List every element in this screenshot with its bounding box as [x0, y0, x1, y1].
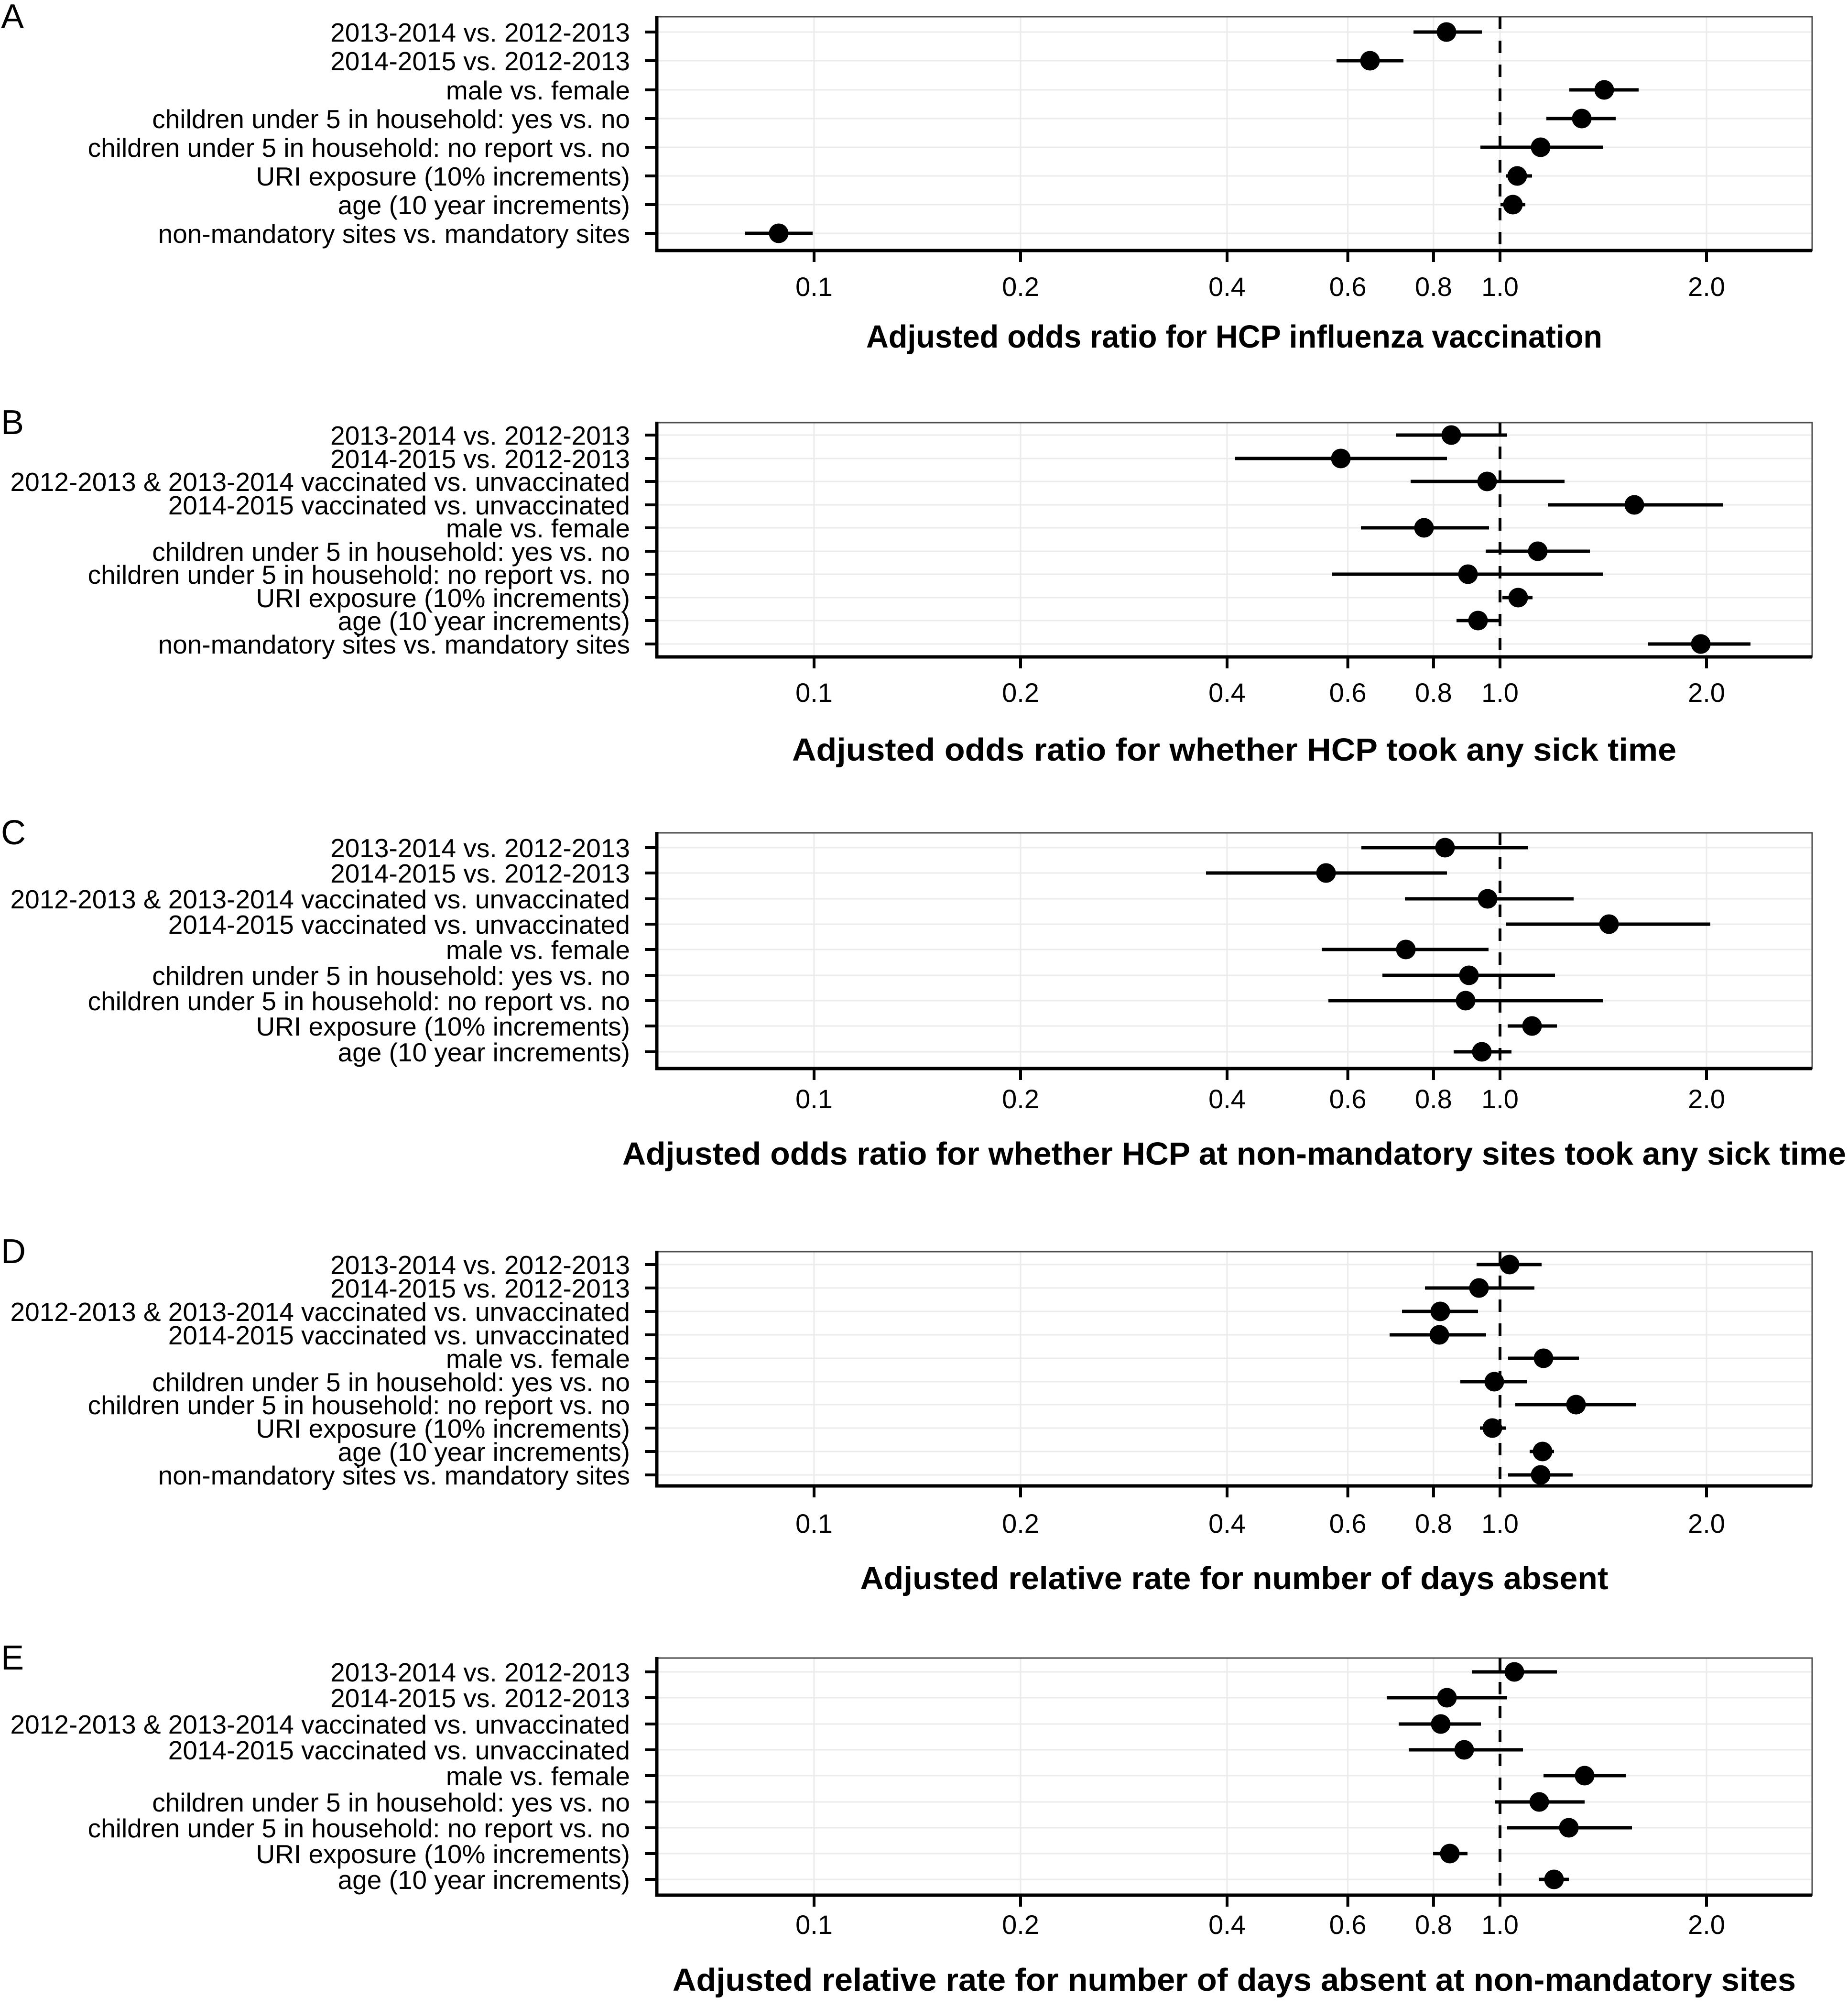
svg-text:1.0: 1.0	[1481, 677, 1519, 708]
svg-text:C: C	[1, 814, 26, 852]
svg-text:male vs. female: male vs. female	[446, 935, 630, 965]
svg-text:2014-2015 vaccinated vs. unvac: 2014-2015 vaccinated vs. unvaccinated	[168, 1735, 630, 1765]
svg-text:D: D	[1, 1233, 26, 1271]
svg-text:age (10 year increments): age (10 year increments)	[338, 1037, 630, 1067]
svg-text:E: E	[1, 1639, 24, 1677]
svg-text:non-mandatory sites vs. mandat: non-mandatory sites vs. mandatory sites	[158, 219, 630, 249]
svg-text:age (10 year increments): age (10 year increments)	[338, 1865, 630, 1895]
svg-text:0.6: 0.6	[1329, 1084, 1367, 1114]
svg-text:0.2: 0.2	[1002, 1508, 1039, 1539]
svg-text:children under 5 in household:: children under 5 in household: no report…	[88, 133, 630, 163]
svg-text:2014-2015 vaccinated vs. unvac: 2014-2015 vaccinated vs. unvaccinated	[168, 491, 630, 520]
svg-text:children under 5 in household:: children under 5 in household: no report…	[88, 986, 630, 1016]
svg-text:0.2: 0.2	[1002, 1910, 1039, 1940]
svg-text:0.6: 0.6	[1329, 677, 1367, 708]
svg-text:0.6: 0.6	[1329, 1910, 1367, 1940]
svg-text:2014-2015 vs. 2012-2013: 2014-2015 vs. 2012-2013	[330, 46, 630, 76]
svg-text:male vs. female: male vs. female	[446, 513, 630, 543]
svg-text:Adjusted odds ratio for whethe: Adjusted odds ratio for whether HCP at n…	[622, 1136, 1846, 1172]
svg-text:2014-2015 vaccinated vs. unvac: 2014-2015 vaccinated vs. unvaccinated	[168, 1320, 630, 1350]
svg-text:0.2: 0.2	[1002, 1084, 1039, 1114]
svg-text:0.8: 0.8	[1415, 1084, 1452, 1114]
svg-text:0.2: 0.2	[1002, 677, 1039, 708]
svg-text:2014-2015 vs. 2012-2013: 2014-2015 vs. 2012-2013	[330, 859, 630, 888]
svg-text:children under 5 in household:: children under 5 in household: yes vs. n…	[152, 537, 630, 567]
svg-text:URI exposure (10% increments): URI exposure (10% increments)	[256, 162, 630, 191]
svg-text:2013-2014 vs. 2012-2013: 2013-2014 vs. 2012-2013	[330, 833, 630, 863]
svg-text:2012-2013 & 2013-2014 vaccinat: 2012-2013 & 2013-2014 vaccinated vs. unv…	[11, 884, 630, 914]
svg-text:0.8: 0.8	[1415, 1910, 1452, 1940]
svg-text:children under 5 in household:: children under 5 in household: yes vs. n…	[152, 1367, 630, 1397]
svg-text:Adjusted odds ratio for whethe: Adjusted odds ratio for whether HCP took…	[792, 732, 1676, 768]
svg-text:B: B	[1, 404, 24, 442]
svg-text:2014-2015 vs. 2012-2013: 2014-2015 vs. 2012-2013	[330, 1274, 630, 1303]
svg-text:non-mandatory sites vs. mandat: non-mandatory sites vs. mandatory sites	[158, 630, 630, 659]
svg-text:2014-2015 vs. 2012-2013: 2014-2015 vs. 2012-2013	[330, 1683, 630, 1713]
svg-text:A: A	[1, 0, 24, 36]
svg-text:URI exposure (10% increments): URI exposure (10% increments)	[256, 1012, 630, 1041]
svg-text:Adjusted relative rate for num: Adjusted relative rate for number of day…	[673, 1962, 1796, 1998]
svg-text:0.4: 0.4	[1208, 1084, 1246, 1114]
svg-text:2014-2015 vaccinated vs. unvac: 2014-2015 vaccinated vs. unvaccinated	[168, 910, 630, 939]
svg-text:male vs. female: male vs. female	[446, 1761, 630, 1791]
svg-text:2012-2013 & 2013-2014 vaccinat: 2012-2013 & 2013-2014 vaccinated vs. unv…	[11, 1297, 630, 1327]
svg-text:URI exposure (10% increments): URI exposure (10% increments)	[256, 1414, 630, 1443]
svg-text:0.1: 0.1	[795, 1910, 833, 1940]
svg-text:age (10 year increments): age (10 year increments)	[338, 606, 630, 636]
svg-text:0.2: 0.2	[1002, 272, 1039, 302]
svg-text:0.4: 0.4	[1208, 272, 1246, 302]
svg-text:1.0: 1.0	[1481, 1910, 1519, 1940]
svg-text:0.8: 0.8	[1415, 272, 1452, 302]
svg-text:2012-2013 & 2013-2014 vaccinat: 2012-2013 & 2013-2014 vaccinated vs. unv…	[11, 1710, 630, 1739]
svg-text:0.4: 0.4	[1208, 1910, 1246, 1940]
svg-text:children under 5 in household:: children under 5 in household: yes vs. n…	[152, 961, 630, 991]
svg-text:0.6: 0.6	[1329, 1508, 1367, 1539]
svg-text:0.4: 0.4	[1208, 1508, 1246, 1539]
svg-text:Adjusted odds ratio for HCP in: Adjusted odds ratio for HCP influenza va…	[866, 319, 1602, 355]
svg-text:2.0: 2.0	[1688, 677, 1725, 708]
svg-text:male vs. female: male vs. female	[446, 76, 630, 105]
svg-text:children under 5 in household:: children under 5 in household: no report…	[88, 1390, 630, 1420]
svg-text:1.0: 1.0	[1481, 1084, 1519, 1114]
svg-text:0.8: 0.8	[1415, 1508, 1452, 1539]
svg-text:age (10 year increments): age (10 year increments)	[338, 190, 630, 220]
svg-text:0.1: 0.1	[795, 1508, 833, 1539]
svg-text:2014-2015 vs. 2012-2013: 2014-2015 vs. 2012-2013	[330, 444, 630, 474]
svg-text:non-mandatory sites vs. mandat: non-mandatory sites vs. mandatory sites	[158, 1461, 630, 1490]
svg-text:0.1: 0.1	[795, 1084, 833, 1114]
svg-text:URI exposure (10% increments): URI exposure (10% increments)	[256, 1839, 630, 1869]
svg-text:1.0: 1.0	[1481, 1508, 1519, 1539]
svg-text:2013-2014 vs. 2012-2013: 2013-2014 vs. 2012-2013	[330, 1658, 630, 1687]
svg-text:0.4: 0.4	[1208, 677, 1246, 708]
svg-text:2013-2014 vs. 2012-2013: 2013-2014 vs. 2012-2013	[330, 18, 630, 47]
svg-text:2.0: 2.0	[1688, 272, 1725, 302]
svg-text:0.1: 0.1	[795, 272, 833, 302]
svg-text:2013-2014 vs. 2012-2013: 2013-2014 vs. 2012-2013	[330, 421, 630, 450]
svg-text:2012-2013 & 2013-2014 vaccinat: 2012-2013 & 2013-2014 vaccinated vs. unv…	[11, 467, 630, 497]
svg-text:0.1: 0.1	[795, 677, 833, 708]
svg-text:male vs. female: male vs. female	[446, 1344, 630, 1374]
svg-text:2.0: 2.0	[1688, 1508, 1725, 1539]
svg-text:URI exposure (10% increments): URI exposure (10% increments)	[256, 583, 630, 613]
svg-text:Adjusted relative rate for num: Adjusted relative rate for number of day…	[860, 1561, 1609, 1596]
svg-text:2.0: 2.0	[1688, 1910, 1725, 1940]
svg-text:1.0: 1.0	[1481, 272, 1519, 302]
svg-text:2.0: 2.0	[1688, 1084, 1725, 1114]
svg-text:children under 5 in household:: children under 5 in household: no report…	[88, 1813, 630, 1843]
svg-text:children under 5 in household:: children under 5 in household: no report…	[88, 560, 630, 589]
svg-text:children under 5 in household:: children under 5 in household: yes vs. n…	[152, 104, 630, 134]
svg-text:0.8: 0.8	[1415, 677, 1452, 708]
svg-text:0.6: 0.6	[1329, 272, 1367, 302]
svg-text:children under 5 in household:: children under 5 in household: yes vs. n…	[152, 1788, 630, 1817]
svg-text:age (10 year increments): age (10 year increments)	[338, 1437, 630, 1467]
svg-text:2013-2014 vs. 2012-2013: 2013-2014 vs. 2012-2013	[330, 1250, 630, 1280]
